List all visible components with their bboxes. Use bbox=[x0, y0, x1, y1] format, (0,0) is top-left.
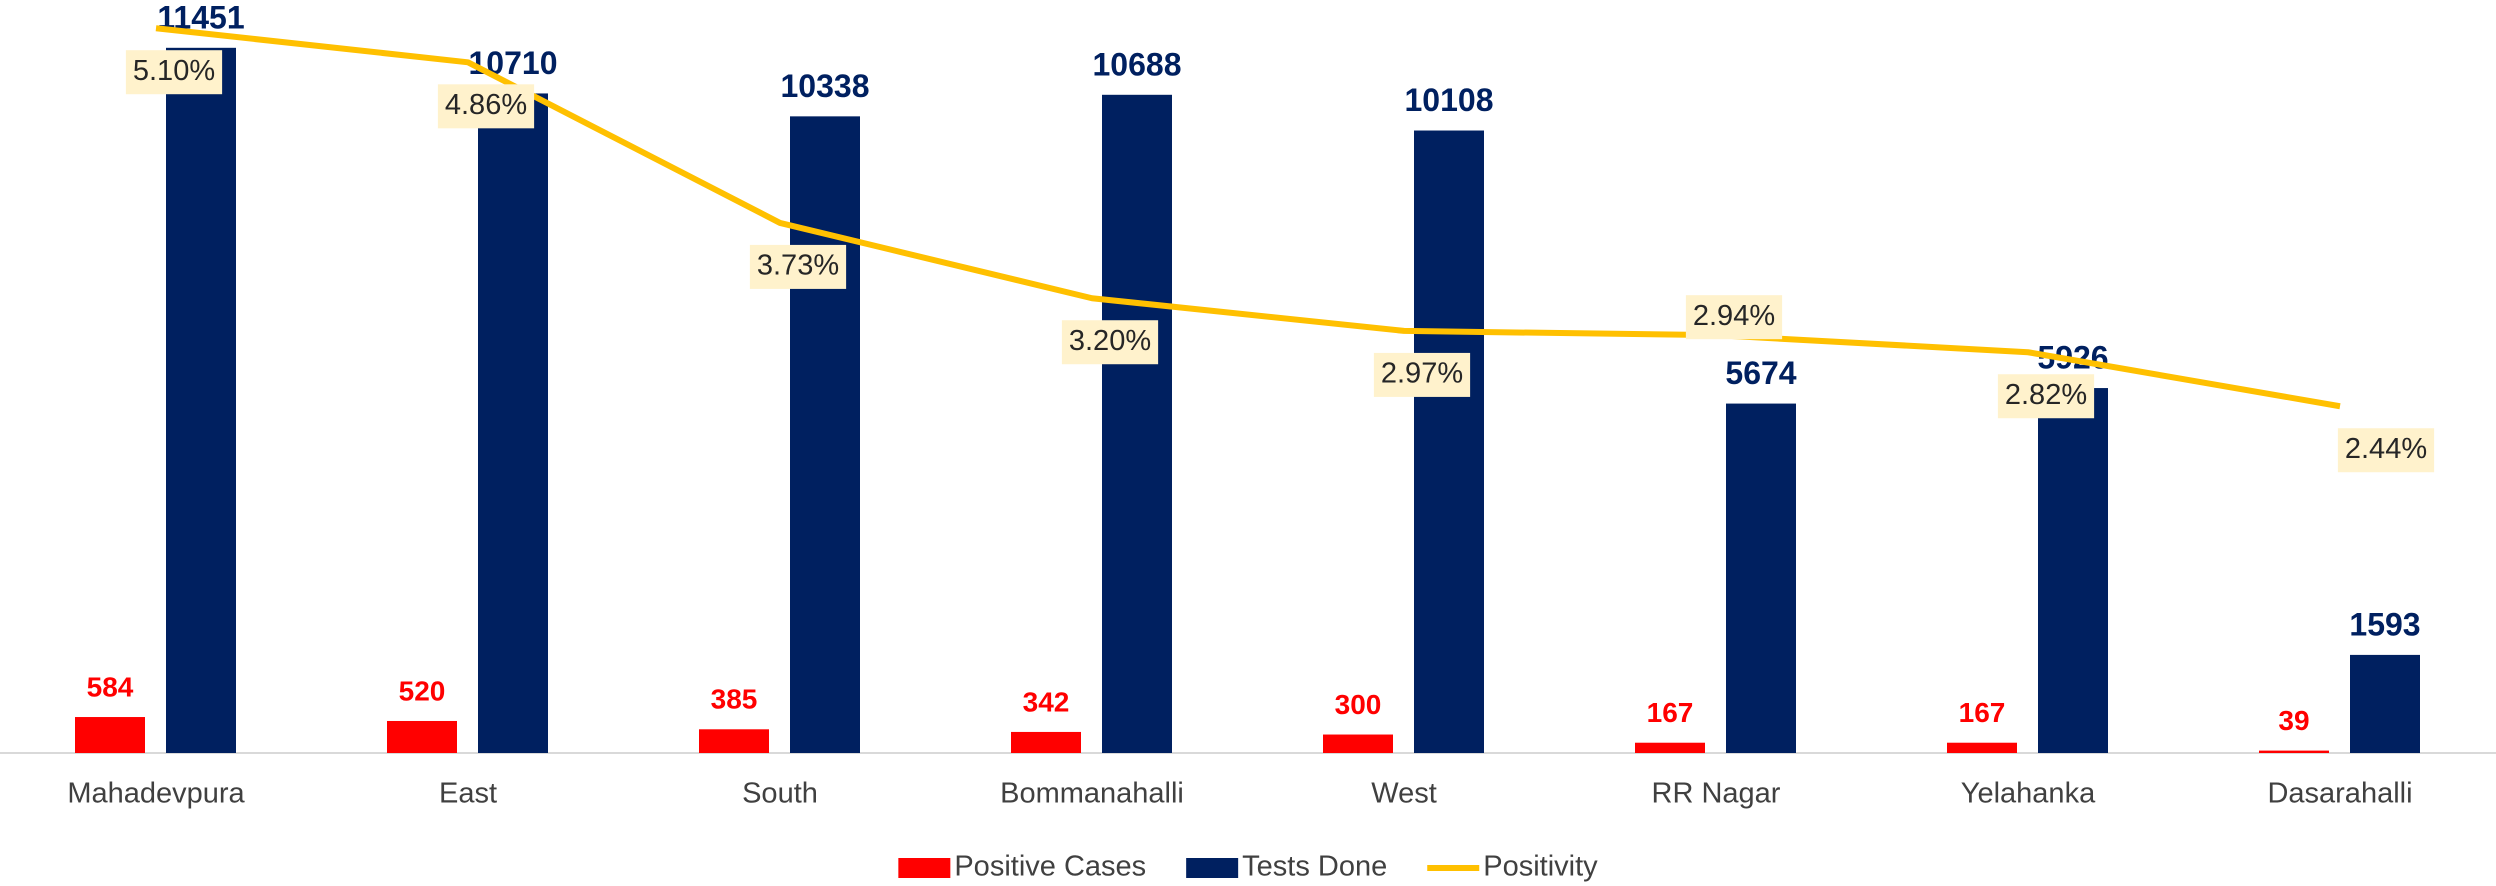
data-label: 300 bbox=[1335, 689, 1382, 720]
data-label-box: 5.10% bbox=[125, 50, 223, 95]
bar bbox=[1011, 731, 1081, 753]
data-label: 520 bbox=[399, 675, 446, 706]
x-tick-label: Dasarahalli bbox=[2267, 778, 2412, 810]
label-bg bbox=[749, 244, 847, 289]
data-label: 39 bbox=[2278, 705, 2309, 736]
data-label-box: 2.82% bbox=[1997, 374, 2095, 419]
legend-label: Positivity bbox=[1483, 851, 1598, 883]
data-label: 167 bbox=[1959, 697, 2006, 728]
bar bbox=[1102, 94, 1172, 753]
bar bbox=[75, 717, 145, 753]
data-label: 2.44% bbox=[2345, 433, 2427, 465]
data-label-box: 2.44% bbox=[2337, 428, 2435, 473]
data-label-box: 2.94% bbox=[1685, 295, 1783, 340]
x-tick-label: South bbox=[742, 778, 818, 810]
label-bg bbox=[2337, 428, 2435, 473]
data-label: 2.82% bbox=[2005, 379, 2087, 411]
x-tick-label: East bbox=[439, 778, 497, 810]
data-label: 5.10% bbox=[133, 55, 215, 87]
bar bbox=[1726, 403, 1796, 753]
bar bbox=[790, 116, 860, 753]
data-label: 2.97% bbox=[1381, 358, 1463, 390]
bar bbox=[1414, 130, 1484, 753]
data-label-box: 3.20% bbox=[1061, 320, 1159, 365]
data-label: 3.20% bbox=[1069, 325, 1151, 357]
label-bg bbox=[1685, 295, 1783, 340]
data-label: 10108 bbox=[1405, 82, 1494, 118]
bar bbox=[2038, 388, 2108, 753]
x-tick-label: West bbox=[1371, 778, 1437, 810]
data-label: 4.86% bbox=[445, 89, 527, 121]
data-label: 10688 bbox=[1093, 46, 1182, 82]
legend-label: Tests Done bbox=[1242, 851, 1387, 883]
data-label-box: 4.86% bbox=[437, 84, 535, 129]
data-label: 10710 bbox=[469, 45, 558, 81]
data-label: 10338 bbox=[781, 68, 870, 104]
data-label-box: 3.73% bbox=[749, 244, 847, 289]
legend-label: Positive Cases bbox=[954, 851, 1146, 883]
bar bbox=[2350, 654, 2420, 753]
label-bg bbox=[1373, 352, 1471, 397]
data-label: 584 bbox=[87, 671, 134, 702]
bar bbox=[1323, 734, 1393, 753]
legend-swatch bbox=[1186, 858, 1239, 878]
data-label-box: 2.97% bbox=[1373, 352, 1471, 397]
label-bg bbox=[437, 84, 535, 129]
bar bbox=[2259, 750, 2329, 753]
x-tick-label: RR Nagar bbox=[1652, 778, 1781, 810]
bar bbox=[1947, 742, 2017, 753]
data-label: 3.73% bbox=[757, 250, 839, 282]
x-tick-label: Mahadevpura bbox=[67, 778, 245, 810]
data-label: 2.94% bbox=[1693, 300, 1775, 332]
label-bg bbox=[1997, 374, 2095, 419]
data-label: 385 bbox=[711, 684, 758, 715]
label-bg bbox=[125, 50, 223, 95]
bar bbox=[387, 720, 457, 753]
data-label: 167 bbox=[1647, 697, 1694, 728]
data-label: 1593 bbox=[2349, 606, 2420, 642]
bar bbox=[478, 93, 548, 753]
bar bbox=[166, 47, 236, 753]
bar bbox=[699, 729, 769, 753]
label-bg bbox=[1061, 320, 1159, 365]
x-tick-label: Yelahanka bbox=[1961, 778, 2096, 810]
legend: Positive Cases Tests Done Positivity bbox=[898, 851, 1598, 883]
bar bbox=[1635, 742, 1705, 753]
data-label: 5674 bbox=[1725, 355, 1796, 391]
legend-swatch bbox=[898, 858, 951, 878]
x-tick-label: Bommanahalli bbox=[1000, 778, 1184, 810]
data-label: 342 bbox=[1023, 686, 1070, 717]
